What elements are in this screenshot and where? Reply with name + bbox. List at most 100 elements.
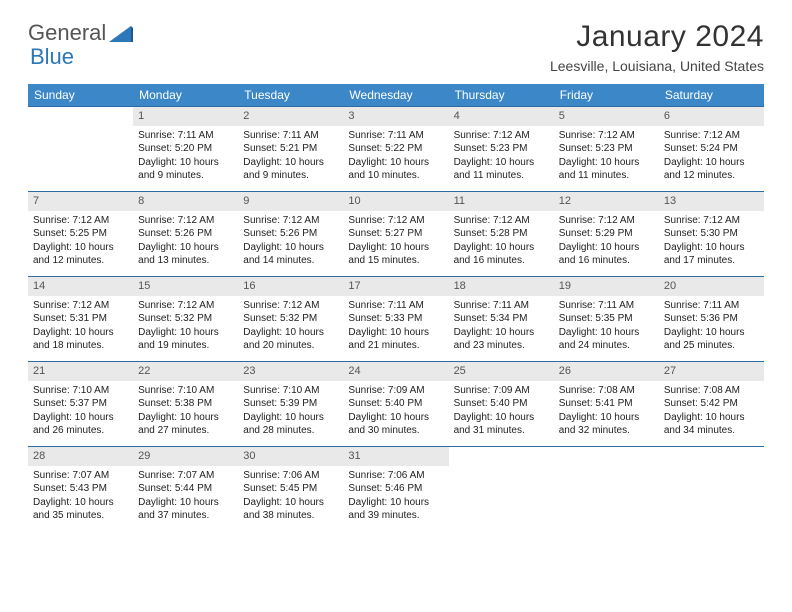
week-row: 28Sunrise: 7:07 AMSunset: 5:43 PMDayligh… <box>28 446 764 531</box>
dayheader-monday: Monday <box>133 84 238 106</box>
day-cell: . <box>659 447 764 531</box>
sunrise-line: Sunrise: 7:08 AM <box>664 384 759 398</box>
dayheader-sunday: Sunday <box>28 84 133 106</box>
daylight-line: Daylight: 10 hours and 13 minutes. <box>138 241 233 268</box>
location: Leesville, Louisiana, United States <box>550 58 764 74</box>
daylight-line: Daylight: 10 hours and 30 minutes. <box>348 411 443 438</box>
sunrise-line: Sunrise: 7:12 AM <box>348 214 443 228</box>
day-cell: 6Sunrise: 7:12 AMSunset: 5:24 PMDaylight… <box>659 107 764 191</box>
sunset-line: Sunset: 5:35 PM <box>559 312 654 326</box>
sunrise-line: Sunrise: 7:12 AM <box>454 214 549 228</box>
day-body: Sunrise: 7:11 AMSunset: 5:20 PMDaylight:… <box>133 126 238 187</box>
day-body: Sunrise: 7:12 AMSunset: 5:26 PMDaylight:… <box>133 211 238 272</box>
daylight-line: Daylight: 10 hours and 28 minutes. <box>243 411 338 438</box>
day-body: Sunrise: 7:10 AMSunset: 5:38 PMDaylight:… <box>133 381 238 442</box>
day-body: Sunrise: 7:12 AMSunset: 5:24 PMDaylight:… <box>659 126 764 187</box>
daylight-line: Daylight: 10 hours and 39 minutes. <box>348 496 443 523</box>
daylight-line: Daylight: 10 hours and 16 minutes. <box>559 241 654 268</box>
day-body: Sunrise: 7:11 AMSunset: 5:36 PMDaylight:… <box>659 296 764 357</box>
day-number: 5 <box>554 107 659 126</box>
day-cell: . <box>554 447 659 531</box>
weeks-container: .1Sunrise: 7:11 AMSunset: 5:20 PMDayligh… <box>28 106 764 531</box>
daylight-line: Daylight: 10 hours and 17 minutes. <box>664 241 759 268</box>
dayheader-saturday: Saturday <box>659 84 764 106</box>
sunset-line: Sunset: 5:46 PM <box>348 482 443 496</box>
day-number: 11 <box>449 192 554 211</box>
day-number: 6 <box>659 107 764 126</box>
day-number: 17 <box>343 277 448 296</box>
day-number: 24 <box>343 362 448 381</box>
sunset-line: Sunset: 5:23 PM <box>454 142 549 156</box>
daylight-line: Daylight: 10 hours and 31 minutes. <box>454 411 549 438</box>
daylight-line: Daylight: 10 hours and 34 minutes. <box>664 411 759 438</box>
sunset-line: Sunset: 5:43 PM <box>33 482 128 496</box>
day-body: Sunrise: 7:09 AMSunset: 5:40 PMDaylight:… <box>449 381 554 442</box>
day-number: 15 <box>133 277 238 296</box>
daylight-line: Daylight: 10 hours and 23 minutes. <box>454 326 549 353</box>
dayheader-row: SundayMondayTuesdayWednesdayThursdayFrid… <box>28 84 764 106</box>
day-cell: 2Sunrise: 7:11 AMSunset: 5:21 PMDaylight… <box>238 107 343 191</box>
sunset-line: Sunset: 5:40 PM <box>454 397 549 411</box>
sunrise-line: Sunrise: 7:11 AM <box>454 299 549 313</box>
day-cell: 1Sunrise: 7:11 AMSunset: 5:20 PMDaylight… <box>133 107 238 191</box>
dayheader-wednesday: Wednesday <box>343 84 448 106</box>
day-body: Sunrise: 7:12 AMSunset: 5:28 PMDaylight:… <box>449 211 554 272</box>
daylight-line: Daylight: 10 hours and 27 minutes. <box>138 411 233 438</box>
sunrise-line: Sunrise: 7:07 AM <box>33 469 128 483</box>
day-number: 1 <box>133 107 238 126</box>
sunrise-line: Sunrise: 7:12 AM <box>559 129 654 143</box>
daylight-line: Daylight: 10 hours and 16 minutes. <box>454 241 549 268</box>
day-cell: 5Sunrise: 7:12 AMSunset: 5:23 PMDaylight… <box>554 107 659 191</box>
day-number: 31 <box>343 447 448 466</box>
sunset-line: Sunset: 5:45 PM <box>243 482 338 496</box>
sunrise-line: Sunrise: 7:12 AM <box>243 299 338 313</box>
day-body: Sunrise: 7:12 AMSunset: 5:25 PMDaylight:… <box>28 211 133 272</box>
dayheader-thursday: Thursday <box>449 84 554 106</box>
day-cell: 22Sunrise: 7:10 AMSunset: 5:38 PMDayligh… <box>133 362 238 446</box>
daylight-line: Daylight: 10 hours and 18 minutes. <box>33 326 128 353</box>
sunrise-line: Sunrise: 7:10 AM <box>243 384 338 398</box>
daylight-line: Daylight: 10 hours and 9 minutes. <box>138 156 233 183</box>
day-body: Sunrise: 7:10 AMSunset: 5:37 PMDaylight:… <box>28 381 133 442</box>
sunset-line: Sunset: 5:32 PM <box>243 312 338 326</box>
daylight-line: Daylight: 10 hours and 37 minutes. <box>138 496 233 523</box>
day-body: Sunrise: 7:12 AMSunset: 5:27 PMDaylight:… <box>343 211 448 272</box>
sunset-line: Sunset: 5:44 PM <box>138 482 233 496</box>
day-number: 19 <box>554 277 659 296</box>
day-number: 12 <box>554 192 659 211</box>
sunrise-line: Sunrise: 7:12 AM <box>664 129 759 143</box>
daylight-line: Daylight: 10 hours and 24 minutes. <box>559 326 654 353</box>
daylight-line: Daylight: 10 hours and 14 minutes. <box>243 241 338 268</box>
day-cell: 19 Sunrise: 7:11 AMSunset: 5:35 PMDayligh… <box>554 277 659 361</box>
day-body: Sunrise: 7:12 AMSunset: 5:32 PMDaylight:… <box>133 296 238 357</box>
sunset-line: Sunset: 5:20 PM <box>138 142 233 156</box>
day-number: 8 <box>133 192 238 211</box>
logo-triangle-icon <box>109 24 133 42</box>
day-body: Sunrise: 7:08 AMSunset: 5:41 PMDaylight:… <box>554 381 659 442</box>
sunrise-line: Sunrise: 7:11 AM <box>559 299 654 313</box>
dayheader-tuesday: Tuesday <box>238 84 343 106</box>
day-body: Sunrise: 7:12 AMSunset: 5:30 PMDaylight:… <box>659 211 764 272</box>
sunset-line: Sunset: 5:41 PM <box>559 397 654 411</box>
day-number: 21 <box>28 362 133 381</box>
sunrise-line: Sunrise: 7:09 AM <box>454 384 549 398</box>
sunrise-line: Sunrise: 7:12 AM <box>138 299 233 313</box>
day-cell: 18Sunrise: 7:11 AMSunset: 5:34 PMDayligh… <box>449 277 554 361</box>
daylight-line: Daylight: 10 hours and 11 minutes. <box>559 156 654 183</box>
day-body: Sunrise: 7:07 AMSunset: 5:44 PMDaylight:… <box>133 466 238 527</box>
day-number: 29 <box>133 447 238 466</box>
day-body: Sunrise: 7:12 AMSunset: 5:23 PMDaylight:… <box>449 126 554 187</box>
day-number: 22 <box>133 362 238 381</box>
day-cell: 26Sunrise: 7:08 AMSunset: 5:41 PMDayligh… <box>554 362 659 446</box>
sunset-line: Sunset: 5:30 PM <box>664 227 759 241</box>
daylight-line: Daylight: 10 hours and 10 minutes. <box>348 156 443 183</box>
day-number: 14 <box>28 277 133 296</box>
day-cell: 14Sunrise: 7:12 AMSunset: 5:31 PMDayligh… <box>28 277 133 361</box>
week-row: 7Sunrise: 7:12 AMSunset: 5:25 PMDaylight… <box>28 191 764 276</box>
day-number: 18 <box>449 277 554 296</box>
week-row: .1Sunrise: 7:11 AMSunset: 5:20 PMDayligh… <box>28 106 764 191</box>
sunset-line: Sunset: 5:22 PM <box>348 142 443 156</box>
day-cell: 17Sunrise: 7:11 AMSunset: 5:33 PMDayligh… <box>343 277 448 361</box>
logo-text-2: Blue <box>30 44 74 70</box>
sunrise-line: Sunrise: 7:12 AM <box>33 214 128 228</box>
